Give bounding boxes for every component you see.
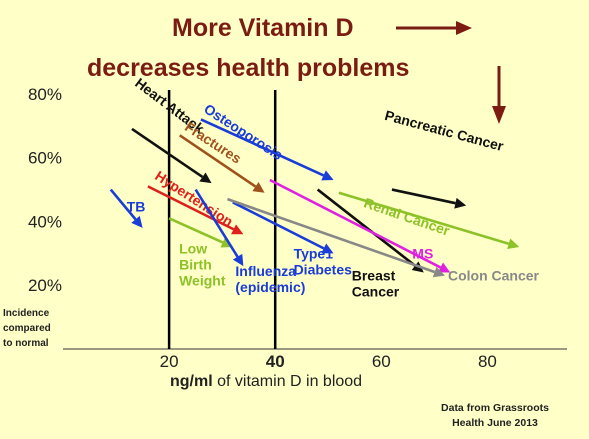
series-label-pancreatic-cancer: Pancreatic Cancer (383, 107, 506, 154)
series-label-line: Colon Cancer (448, 268, 540, 284)
y-tick-label: 80% (28, 85, 62, 104)
series-arrowhead-tb (131, 215, 143, 228)
down-arrow-icon (492, 66, 506, 124)
series-label-line: (epidemic) (235, 279, 305, 295)
series-line-fractures (178, 134, 257, 188)
x-axis-label-text: of vitamin D in blood (213, 373, 362, 390)
series-line-colon-cancer (227, 197, 436, 274)
series-label-line: Type1 (294, 245, 334, 261)
series-arrowhead-fractures (252, 182, 265, 193)
series-line-ms (269, 178, 442, 269)
series-label-line: Pancreatic Cancer (383, 107, 506, 154)
x-tick-label: 60 (372, 352, 391, 371)
source-line2: Health June 2013 (452, 417, 538, 429)
x-tick-label: 20 (160, 352, 179, 371)
series-arrowhead-heart-attack (199, 172, 212, 184)
series-line-influenza-epidemic (194, 188, 239, 258)
series-influenza-epidemic: Influenza (epidemic) (194, 188, 305, 295)
series-line-osteoporosis (200, 118, 325, 177)
series-label-low-birth-weight: Low Birth Weight (179, 240, 226, 288)
series-label-line: Weight (179, 272, 226, 288)
series-line-heart-attack (131, 127, 204, 179)
series-label-line: Hypertension (152, 167, 236, 229)
series-label-line: Renal Cancer (362, 194, 452, 238)
y-tick-label: 60% (28, 149, 62, 168)
series-label-line: TB (127, 199, 146, 215)
series-line-pancreatic-cancer (391, 188, 456, 205)
y-axis-label: Incidence compared to normal (3, 308, 51, 349)
series-arrowhead-pancreatic-cancer (454, 197, 467, 209)
source-line1: Data from Grassroots (441, 402, 549, 414)
series-ms: MS (269, 178, 451, 273)
chart-title-line1: More Vitamin D (172, 14, 354, 42)
x-axis-label-unit: ng/ml (170, 373, 213, 390)
y-axis-label-line1: Incidence (3, 308, 50, 319)
right-arrow-icon (396, 21, 472, 35)
series-line-breast-cancer (316, 188, 416, 267)
series-label-ms: MS (412, 245, 433, 261)
y-tick-label: 20% (28, 276, 62, 295)
series-colon-cancer: Colon Cancer (227, 197, 540, 284)
series-label-type1-diabetes: Type1 Diabetes (294, 245, 353, 277)
series-line-renal-cancer (338, 191, 510, 246)
series-label-renal-cancer: Renal Cancer (362, 194, 452, 238)
x-tick-label: 80 (478, 352, 497, 371)
y-axis-label-line2: compared (3, 323, 51, 334)
series-line-hypertension (147, 185, 235, 231)
y-tick-label: 40% (28, 212, 62, 231)
series-label-line: Diabetes (294, 261, 353, 277)
series-tb: TB (109, 188, 146, 228)
series-renal-cancer: Renal Cancer (338, 191, 520, 250)
series-arrowhead-renal-cancer (507, 238, 520, 250)
x-tick-label: 40 (266, 352, 285, 371)
series-label-line: Influenza (235, 263, 296, 279)
series-line-type1-diabetes (232, 201, 325, 250)
series-arrowhead-influenza-epidemic (232, 253, 244, 267)
series-label-colon-cancer: Colon Cancer (448, 268, 540, 284)
series-line-low-birth-weight (168, 217, 224, 244)
series-arrowhead-osteoporosis (321, 170, 334, 181)
series-label-line: Birth (179, 256, 212, 272)
series-label-line: Low (179, 240, 207, 256)
series-arrowhead-colon-cancer (432, 266, 445, 278)
series-label-influenza-epidemic: Influenza (epidemic) (235, 263, 305, 295)
series-label-breast-cancer: Breast Cancer (352, 267, 400, 299)
y-axis-label-line3: to normal (3, 338, 49, 349)
x-axis-label: ng/ml of vitamin D in blood (170, 373, 362, 390)
series-label-line: Breast (352, 267, 396, 283)
series-label-hypertension: Hypertension (152, 167, 236, 229)
series-low-birth-weight: Low Birth Weight (168, 217, 233, 288)
series-arrowhead-hypertension (231, 224, 244, 235)
series-pancreatic-cancer: Pancreatic Cancer (383, 107, 506, 209)
series-arrowhead-ms (437, 262, 451, 273)
series-arrowhead-type1-diabetes (321, 243, 334, 254)
chart-title-line2: decreases health problems (87, 54, 409, 82)
series-line-tb (109, 188, 137, 221)
series-label-line: MS (412, 245, 433, 261)
series-type1-diabetes: Type1 Diabetes (232, 201, 353, 277)
series-label-line: Cancer (352, 283, 400, 299)
series-label-tb: TB (127, 199, 146, 215)
